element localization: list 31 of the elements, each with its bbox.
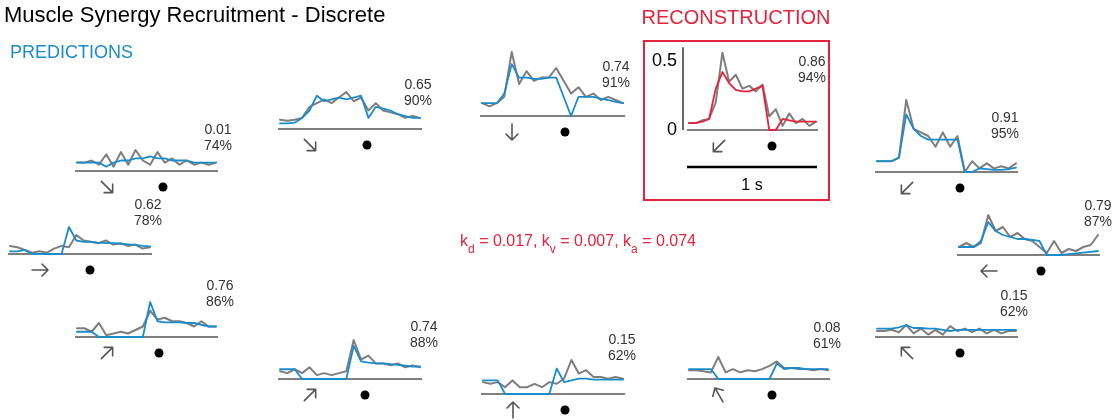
- annotation: 87%: [1083, 212, 1113, 229]
- chart-title: RECONSTRUCTION: [641, 6, 831, 28]
- text: Muscle Synergy Recruitment - Discrete: [4, 2, 386, 27]
- annotation: 95%: [990, 124, 1020, 141]
- text: 0.15: [608, 330, 636, 347]
- annotation: 86%: [205, 292, 235, 309]
- annotation: 0.74: [602, 57, 630, 74]
- y-tick-label: 0.5: [651, 49, 677, 70]
- annotation: 74%: [203, 136, 233, 153]
- annotation: 94%: [797, 68, 827, 85]
- annotation: 0.91: [991, 108, 1019, 125]
- annotation: 62%: [607, 346, 637, 363]
- x-axis-title: 1 s: [741, 176, 763, 194]
- text: 0.79: [1084, 196, 1112, 213]
- text: 0.01: [204, 120, 232, 137]
- text: 0.62: [134, 195, 162, 212]
- text: 0.08: [813, 318, 841, 335]
- annotation: 0.86: [798, 52, 826, 69]
- annotation: 88%: [409, 333, 439, 350]
- text: k$_{d}$ = 0.017, k$_{v}$ = 0.007, k$_{a}$ = 0.074: [460, 232, 697, 256]
- annotation: 78%: [133, 211, 163, 228]
- text: 61%: [812, 334, 842, 351]
- text: PREDICTIONS: [10, 42, 134, 62]
- text: 0.76: [206, 276, 234, 293]
- annotation: 91%: [601, 73, 631, 90]
- text: 62%: [999, 302, 1029, 319]
- annotation: 90%: [403, 91, 433, 108]
- text: 0.65: [404, 75, 432, 92]
- text: 0.74: [410, 317, 438, 334]
- y-tick-label: 0: [666, 118, 677, 139]
- text: 0.15: [1000, 286, 1028, 303]
